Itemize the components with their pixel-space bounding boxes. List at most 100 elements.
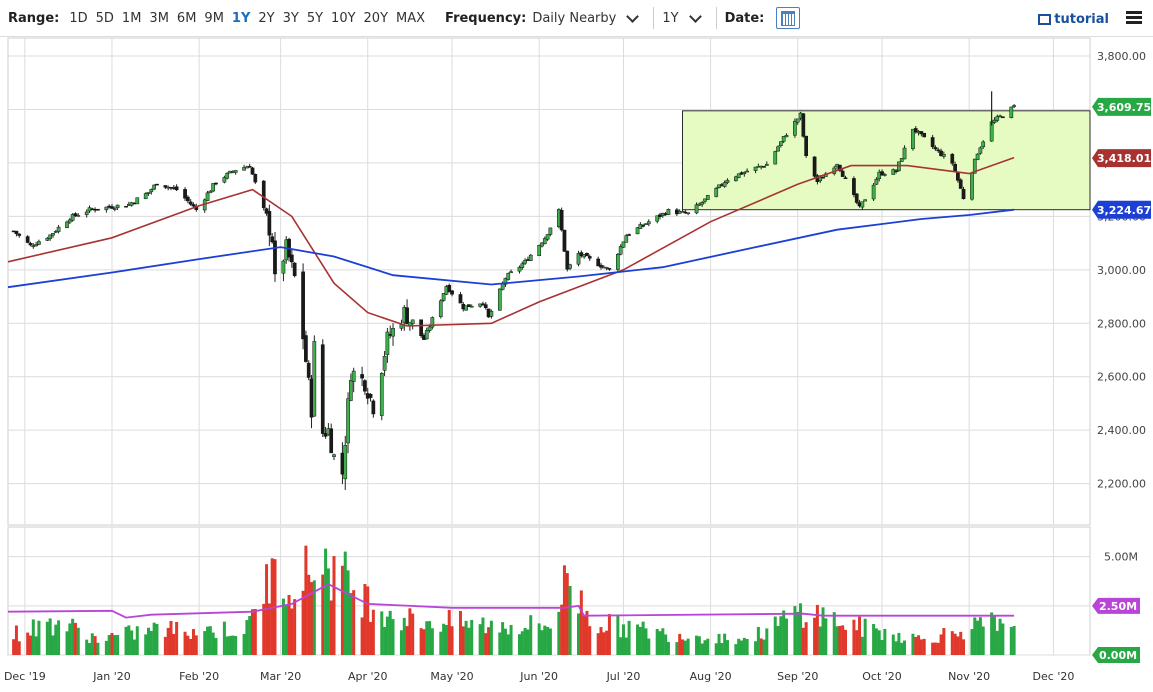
range-button-1m[interactable]: 1M bbox=[121, 10, 142, 26]
volume-bar bbox=[411, 613, 415, 655]
volume-bar bbox=[349, 593, 353, 655]
volume-bar bbox=[371, 609, 375, 655]
date-label: Date: bbox=[724, 10, 765, 26]
volume-bar bbox=[678, 633, 682, 655]
volume-bar bbox=[523, 628, 527, 655]
range-button-6m[interactable]: 6M bbox=[176, 10, 197, 26]
volume-bar bbox=[655, 628, 659, 655]
range-button-1y[interactable]: 1Y bbox=[231, 10, 251, 26]
candle-body bbox=[694, 204, 699, 214]
volume-bar bbox=[17, 641, 21, 655]
period-value: 1Y bbox=[662, 10, 679, 26]
volume-bar bbox=[363, 584, 367, 655]
candle-body bbox=[703, 198, 707, 202]
volume-bar bbox=[636, 624, 640, 655]
volume-bar bbox=[956, 636, 960, 655]
candle-body bbox=[205, 192, 210, 201]
candle-body bbox=[576, 253, 581, 265]
volume-bar bbox=[754, 641, 758, 655]
frequency-select[interactable]: Daily Nearby bbox=[532, 9, 640, 26]
candle-body bbox=[919, 131, 924, 135]
hamburger-menu-icon[interactable] bbox=[1126, 11, 1142, 25]
volume-bar bbox=[248, 615, 252, 655]
value-label-1: 3,418.01 bbox=[1092, 149, 1151, 168]
value-label-box bbox=[1092, 97, 1151, 116]
candle-body bbox=[607, 268, 612, 270]
volume-bar bbox=[267, 603, 271, 655]
volume-bar bbox=[324, 548, 328, 655]
ma-long-line bbox=[7, 208, 1015, 289]
candle-body bbox=[801, 113, 806, 137]
range-button-1d[interactable]: 1D bbox=[69, 10, 88, 26]
volume-bar bbox=[627, 620, 631, 655]
candle-body bbox=[596, 258, 601, 267]
candle-body bbox=[458, 294, 463, 304]
candle-body bbox=[385, 331, 390, 355]
candle-body bbox=[343, 445, 348, 480]
volume-bar bbox=[113, 635, 117, 655]
volume-bar bbox=[734, 644, 738, 655]
volume-bar bbox=[562, 565, 566, 655]
volume-bar bbox=[383, 626, 387, 655]
candle-body bbox=[899, 158, 904, 162]
volume-bar bbox=[914, 636, 918, 655]
volume-bar bbox=[428, 621, 432, 655]
price-chart: Dec '19 Jan '20 Feb '20 Mar '20 Apr '20 May '… bbox=[4, 37, 1151, 683]
candle-body bbox=[469, 306, 474, 308]
x-tick-label: Jun '20 bbox=[519, 670, 558, 683]
volume-bar bbox=[293, 599, 297, 655]
volume-bar bbox=[742, 637, 746, 655]
range-button-3m[interactable]: 3M bbox=[149, 10, 169, 26]
candle-body bbox=[762, 166, 766, 168]
volume-bar bbox=[638, 626, 642, 655]
candle-body bbox=[306, 362, 311, 378]
candle-body bbox=[559, 209, 564, 231]
volume-bar bbox=[891, 634, 895, 655]
x-tick-label: Aug '20 bbox=[690, 670, 732, 683]
volume-bar bbox=[745, 638, 749, 655]
value-label-box bbox=[1092, 200, 1151, 219]
volume-bar bbox=[1001, 623, 1005, 655]
frequency-value: Daily Nearby bbox=[532, 10, 617, 26]
candle-body bbox=[34, 244, 38, 247]
candle-body bbox=[96, 208, 100, 211]
tutorial-link[interactable]: tutorial bbox=[1038, 12, 1109, 27]
chevron-down-icon bbox=[626, 9, 640, 23]
candle-body bbox=[424, 330, 429, 340]
period-select[interactable]: 1Y bbox=[662, 9, 702, 26]
price-tick-label: 2,800.00 bbox=[1097, 317, 1146, 330]
volume-bar bbox=[225, 636, 229, 655]
range-button-2y[interactable]: 2Y bbox=[258, 10, 275, 26]
volume-bar bbox=[832, 612, 836, 655]
volume-bar bbox=[487, 627, 491, 655]
volume-bar bbox=[683, 640, 687, 655]
volume-bar bbox=[484, 633, 488, 655]
range-button-5y[interactable]: 5Y bbox=[306, 10, 324, 26]
value-label-text: 3,224.67 bbox=[1097, 204, 1151, 217]
volume-bar bbox=[577, 613, 581, 655]
volume-bar bbox=[737, 638, 741, 655]
range-button-20y[interactable]: 20Y bbox=[363, 10, 389, 26]
candle-body bbox=[565, 250, 570, 270]
range-button-9m[interactable]: 9M bbox=[204, 10, 224, 26]
candle-body bbox=[211, 183, 216, 192]
range-button-max[interactable]: MAX bbox=[396, 10, 426, 26]
calendar-button[interactable] bbox=[776, 7, 801, 29]
value-label-text: 3,609.75 bbox=[1097, 101, 1151, 114]
range-button-10y[interactable]: 10Y bbox=[331, 10, 356, 26]
candle-body bbox=[725, 179, 730, 183]
candle-body bbox=[467, 304, 471, 307]
volume-bar bbox=[841, 625, 845, 655]
volume-bar bbox=[605, 630, 609, 655]
volume-bar bbox=[793, 606, 797, 655]
volume-bar bbox=[104, 640, 108, 655]
range-button-3y[interactable]: 3Y bbox=[282, 10, 299, 26]
volume-bar bbox=[228, 635, 232, 655]
candle-body bbox=[253, 174, 258, 183]
volume-bar bbox=[579, 590, 583, 655]
volume-bar bbox=[498, 632, 502, 655]
candle-body bbox=[764, 163, 769, 166]
candle-body bbox=[542, 238, 547, 245]
volume-bar bbox=[186, 635, 190, 655]
range-button-5d[interactable]: 5D bbox=[95, 10, 114, 26]
